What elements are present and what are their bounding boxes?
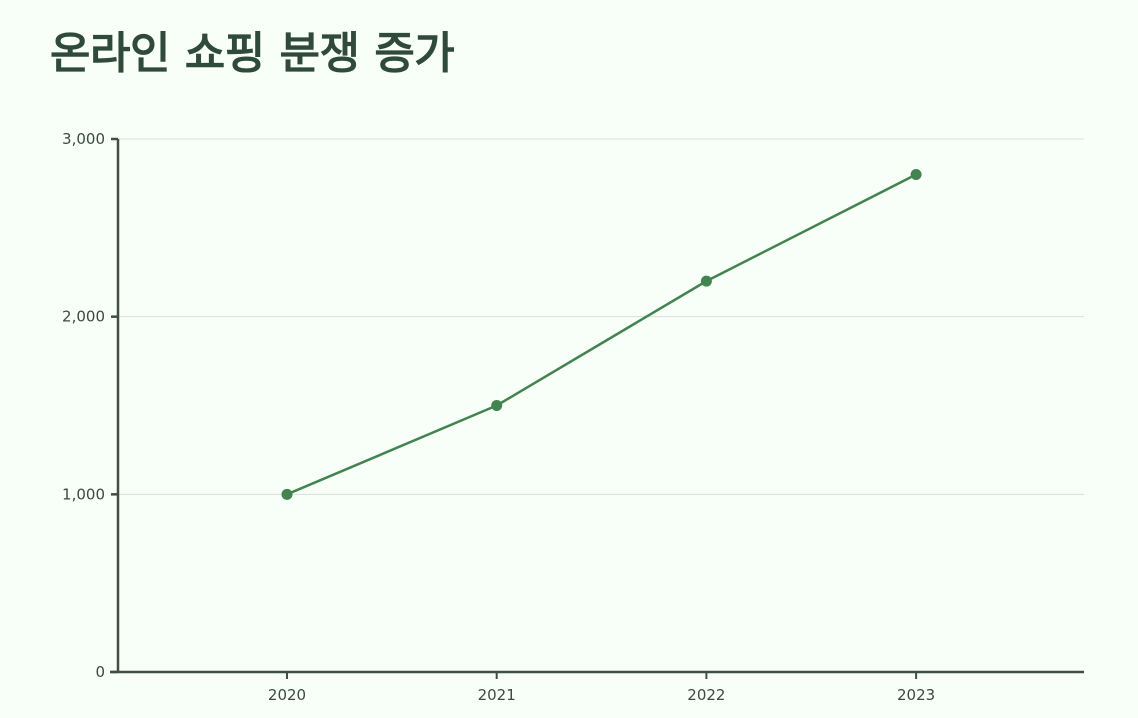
- tick-labels: 0 1,000 2,000 3,000 2020 2021 2022 2023: [62, 130, 935, 704]
- series-layer: [281, 169, 922, 500]
- x-tick-label-0: 2020: [268, 686, 306, 704]
- y-tick-label-0: 0: [95, 663, 105, 681]
- chart-title: 온라인 쇼핑 분쟁 증가: [50, 28, 455, 79]
- data-point-2023: [910, 169, 922, 181]
- y-tick-label-2: 2,000: [62, 308, 105, 326]
- x-tick-label-1: 2021: [478, 686, 516, 704]
- series-line-0: [286, 173, 917, 496]
- y-tick-label-1: 1,000: [62, 485, 105, 503]
- gridlines: [118, 138, 1084, 495]
- axes: [110, 137, 1084, 679]
- x-tick-label-2: 2022: [687, 686, 725, 704]
- y-tick-label-3: 3,000: [62, 130, 105, 148]
- data-point-2022: [700, 275, 712, 287]
- data-point-2020: [281, 488, 293, 500]
- data-point-2021: [491, 400, 503, 411]
- x-tick-label-3: 2023: [897, 686, 935, 704]
